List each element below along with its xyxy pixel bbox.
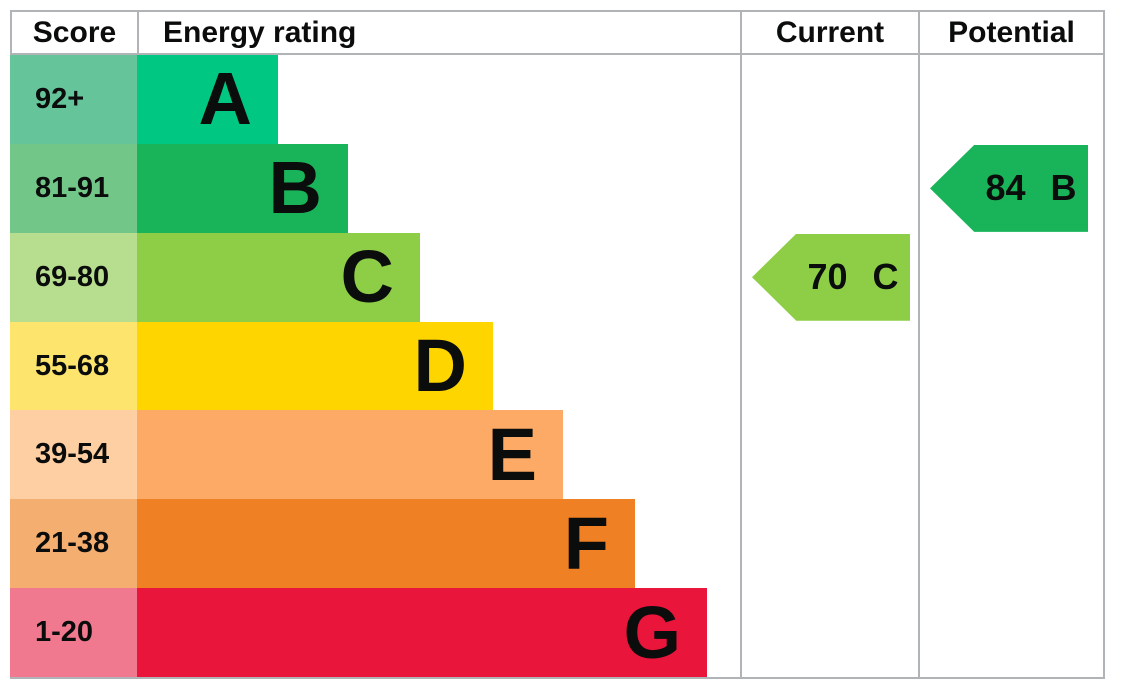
band-letter-b: B bbox=[268, 146, 322, 230]
band-letter-a: A bbox=[198, 57, 252, 141]
current-rating-score: 70 bbox=[807, 256, 848, 298]
potential-rating-score: 84 bbox=[985, 167, 1026, 209]
score-column-left-border bbox=[10, 10, 12, 55]
band-letter-d: D bbox=[413, 324, 467, 407]
table-top-border bbox=[10, 10, 1105, 12]
score-cell-f: 21-38 bbox=[10, 499, 137, 589]
band-row-e: 39-54 E bbox=[10, 410, 1105, 500]
score-cell-a: 92+ bbox=[10, 55, 137, 144]
current-header: Current bbox=[775, 15, 885, 49]
table-bottom-border bbox=[10, 677, 1105, 679]
score-cell-c: 69-80 bbox=[10, 232, 137, 322]
band-bar-f: F bbox=[137, 499, 635, 589]
band-bar-e: E bbox=[137, 410, 563, 500]
band-letter-e: E bbox=[487, 412, 537, 496]
current-rating-band: C bbox=[872, 256, 899, 298]
table-header-row: Score Energy rating Current Potential bbox=[10, 12, 1105, 53]
band-row-c: 69-80 C bbox=[10, 232, 1105, 322]
score-cell-e: 39-54 bbox=[10, 410, 137, 500]
table-right-border bbox=[1103, 10, 1105, 679]
band-bar-c: C bbox=[137, 232, 420, 322]
potential-rating-band: B bbox=[1050, 167, 1077, 209]
band-letter-c: C bbox=[340, 235, 394, 319]
band-row-f: 21-38 F bbox=[10, 499, 1105, 589]
band-letter-f: F bbox=[563, 501, 609, 585]
band-rows: 92+ A 81-91 B 69-80 C 55-68 D 39-54 E 21-38 F 1-20 G bbox=[10, 55, 1105, 678]
band-letter-g: G bbox=[623, 590, 681, 674]
band-row-b: 81-91 B bbox=[10, 143, 1105, 233]
band-row-a: 92+ A bbox=[10, 55, 1105, 144]
band-row-g: 1-20 G bbox=[10, 588, 1105, 678]
epc-chart: Score Energy rating Current Potential 92… bbox=[10, 10, 1105, 679]
band-bar-b: B bbox=[137, 143, 348, 233]
potential-header: Potential bbox=[948, 15, 1075, 49]
score-cell-g: 1-20 bbox=[10, 588, 137, 678]
header-bottom-border bbox=[10, 53, 1105, 55]
score-cell-d: 55-68 bbox=[10, 321, 137, 411]
score-column-right-border bbox=[137, 10, 139, 55]
energy-rating-header: Energy rating bbox=[163, 15, 357, 49]
score-cell-b: 81-91 bbox=[10, 143, 137, 233]
band-bar-g: G bbox=[137, 588, 707, 678]
current-column-left-border bbox=[740, 10, 742, 679]
score-header: Score bbox=[32, 15, 117, 49]
potential-column-left-border bbox=[918, 10, 920, 679]
band-row-d: 55-68 D bbox=[10, 321, 1105, 411]
band-bar-a: A bbox=[137, 55, 278, 144]
band-bar-d: D bbox=[137, 321, 493, 411]
